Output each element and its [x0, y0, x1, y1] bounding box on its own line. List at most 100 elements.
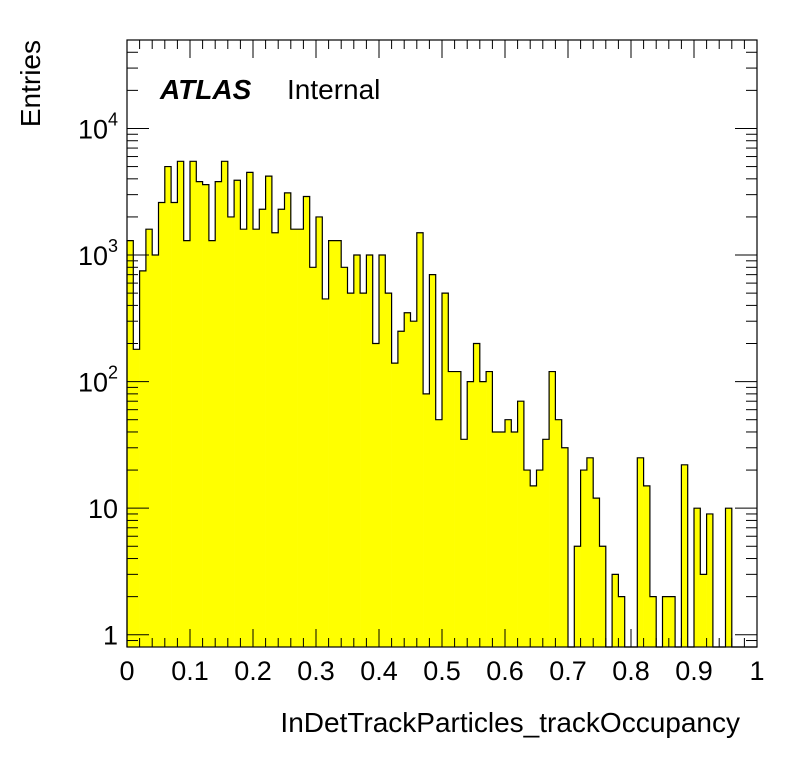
- histogram-bar: [397, 331, 405, 647]
- histogram-bar: [297, 229, 304, 647]
- histogram-bar: [316, 216, 323, 647]
- histogram-bar: [164, 166, 172, 647]
- histogram-bar: [555, 419, 562, 647]
- histogram-bar: [492, 431, 499, 647]
- histogram-bar: [694, 508, 701, 647]
- histogram-bars: [127, 161, 733, 648]
- histogram-bar: [158, 202, 166, 647]
- x-tick-label: 0.1: [171, 656, 209, 686]
- histogram-bar: [341, 267, 348, 647]
- histogram-bar: [271, 232, 279, 647]
- histogram-bar: [416, 232, 424, 647]
- histogram-bar: [391, 363, 399, 647]
- histogram-bar: [145, 229, 153, 647]
- histogram-bar: [372, 343, 380, 647]
- histogram-bar: [523, 470, 531, 647]
- histogram-bar: [284, 192, 292, 647]
- histogram-bar: [442, 293, 449, 647]
- histogram-bar: [379, 255, 386, 647]
- histogram-bar: [643, 485, 651, 647]
- atlas-label: ATLAS: [159, 74, 252, 105]
- y-tick-labels: 1 10 102 103 104: [78, 109, 118, 650]
- histogram-bar: [542, 439, 550, 647]
- histogram-bar: [183, 240, 191, 648]
- histogram-bar: [549, 371, 556, 647]
- histogram-bar: [322, 298, 329, 647]
- histogram-bar: [234, 180, 241, 647]
- histogram-bar: [334, 240, 342, 648]
- x-tick-label: 0.3: [297, 656, 335, 686]
- x-axis-title: InDetTrackParticles_trackOccupancy: [280, 707, 740, 738]
- histogram-bar: [347, 293, 355, 647]
- histogram-outline: [126, 160, 757, 648]
- histogram-bar: [593, 498, 600, 647]
- x-tick-label: 0.5: [423, 656, 461, 686]
- histogram-bar: [366, 255, 373, 647]
- histogram-bar: [423, 393, 430, 647]
- histogram-bar: [139, 270, 147, 647]
- histogram-bar: [681, 464, 688, 647]
- histogram-bar: [328, 240, 336, 648]
- histogram-bar: [618, 596, 625, 647]
- histogram-bar: [599, 546, 607, 647]
- histogram-bar: [649, 596, 657, 647]
- histogram-bar: [498, 431, 506, 647]
- histogram-bar: [706, 513, 714, 647]
- y-tick-label: 1: [103, 621, 118, 651]
- histogram-bar: [561, 447, 569, 647]
- histogram-bar: [240, 229, 247, 647]
- x-tick-labels: 0 0.1 0.2 0.3 0.4 0.5 0.6 0.7 0.8 0.9 1: [119, 656, 764, 686]
- histogram-bar: [177, 161, 184, 647]
- histogram-bar: [536, 470, 544, 647]
- x-tick-label: 0: [119, 656, 134, 686]
- x-tick-label: 0.8: [612, 656, 650, 686]
- histogram-bar: [429, 274, 436, 647]
- x-tick-label: 0.2: [234, 656, 272, 686]
- histogram-bar: [637, 457, 644, 647]
- histogram-bar: [190, 161, 197, 647]
- histogram-bar: [574, 546, 581, 647]
- histogram-bar: [511, 431, 518, 647]
- histogram-bar: [467, 381, 474, 647]
- axis-ticks: [126, 39, 758, 648]
- histogram-bar: [246, 172, 254, 648]
- histogram-bar: [460, 439, 468, 647]
- x-tick-label: 0.7: [549, 656, 587, 686]
- histogram-bar: [473, 343, 481, 647]
- y-tick-label: 10: [88, 494, 118, 524]
- histogram-bar: [479, 381, 487, 647]
- x-tick-label: 0.9: [675, 656, 713, 686]
- histogram-bar: [668, 596, 676, 647]
- y-axis-title: Entries: [15, 40, 46, 127]
- histogram-bar: [265, 176, 273, 647]
- histogram-bar: [662, 596, 670, 647]
- histogram-bar: [259, 209, 266, 647]
- histogram-bar: [586, 457, 594, 647]
- histogram-bar: [221, 161, 229, 647]
- y-tick-label: 102: [78, 363, 118, 398]
- histogram-bar: [505, 419, 512, 647]
- histogram-bar: [253, 229, 260, 647]
- histogram-bar: [127, 240, 134, 648]
- histogram-bar: [410, 321, 418, 647]
- histogram-bar: [448, 371, 455, 647]
- histogram-bar: [580, 470, 588, 647]
- histogram-bar: [454, 371, 462, 647]
- histogram-bar: [435, 419, 443, 647]
- histogram-bar: [202, 184, 210, 647]
- histogram-bar: [612, 574, 619, 647]
- histogram-bar: [404, 312, 411, 647]
- histogram-bar: [360, 293, 367, 647]
- histogram-bar: [530, 485, 537, 647]
- histogram-bar: [725, 508, 733, 647]
- y-tick-label: 103: [78, 236, 118, 271]
- histogram-bar: [227, 216, 235, 647]
- histogram-bar: [278, 209, 285, 647]
- x-tick-label: 1: [749, 656, 764, 686]
- histogram-bar: [700, 574, 707, 647]
- histogram-bar: [303, 196, 310, 647]
- x-tick-label: 0.4: [360, 656, 398, 686]
- internal-label: Internal: [287, 74, 380, 105]
- histogram-bar: [208, 240, 216, 648]
